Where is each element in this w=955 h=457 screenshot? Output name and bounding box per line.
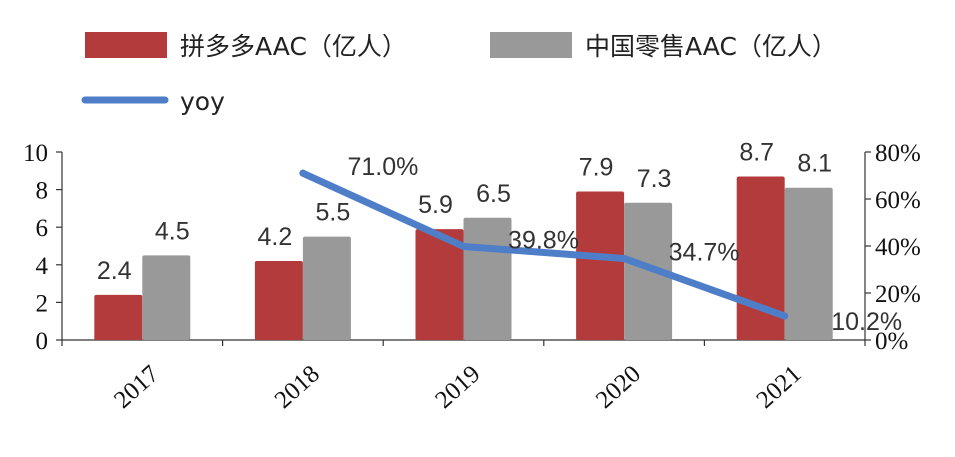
yoy-value-label: 71.0% (347, 153, 418, 181)
x-tick-label: 2017 (109, 360, 164, 414)
right-tick-label: 0% (875, 328, 908, 355)
left-tick-label: 4 (36, 253, 49, 280)
bar-value-label: 4.2 (258, 223, 293, 251)
yoy-value-label: 39.8% (508, 226, 579, 254)
left-tick-label: 2 (36, 290, 49, 317)
bar-value-label: 5.5 (316, 199, 351, 227)
bar-pdd (415, 229, 464, 340)
yoy-value-label: 10.2% (831, 308, 902, 336)
bar-pdd (94, 294, 143, 340)
right-tick-label: 60% (875, 187, 921, 214)
bar-pdd (254, 261, 303, 340)
x-tick-label: 2021 (751, 360, 806, 414)
bar-value-label: 8.7 (739, 138, 774, 166)
bar-value-label: 6.5 (476, 180, 511, 208)
bar-value-label: 2.4 (97, 257, 132, 285)
right-tick-label: 80% (875, 140, 921, 167)
legend-item-pdd-label: 拼多多AAC（亿人） (180, 32, 407, 61)
yoy-point (460, 242, 467, 250)
legend-item-retail-swatch (490, 32, 572, 58)
bar-value-label: 7.3 (637, 165, 672, 193)
right-tick-label: 40% (875, 234, 921, 261)
bar-retail (302, 236, 351, 340)
bar-retail (463, 217, 512, 340)
x-tick-label: 2019 (430, 360, 485, 414)
yoy-line-layer (299, 169, 789, 320)
right-tick-label: 20% (875, 281, 921, 308)
bar-pdd (576, 191, 625, 340)
left-tick-label: 10 (23, 140, 48, 167)
left-tick-label: 8 (36, 178, 49, 205)
x-tick-label: 2020 (591, 360, 646, 414)
data-labels: 2.4 4.2 5.9 7.9 8.7 4.5 5.5 6.5 7.3 8.1 71.0% 39.8%… (97, 138, 902, 336)
legend-item-yoy-label: yoy (180, 87, 225, 116)
bar-value-label: 8.1 (797, 150, 832, 178)
x-tick-label: 2018 (270, 360, 325, 414)
yoy-point (299, 169, 307, 177)
yoy-value-label: 34.7% (669, 238, 740, 266)
bar-retail (624, 202, 673, 340)
bar-retail (784, 187, 833, 340)
legend-item-retail-label: 中国零售AAC（亿人） (585, 32, 837, 61)
legend-item-pdd-swatch (85, 32, 167, 58)
left-tick-label: 6 (36, 215, 49, 242)
bar-pdd (736, 176, 785, 340)
bar-retail (142, 255, 191, 340)
yoy-point (620, 254, 628, 262)
bar-value-label: 4.5 (155, 217, 190, 245)
bar-value-label: 7.9 (579, 153, 614, 181)
yoy-point (781, 312, 789, 320)
bar-value-label: 5.9 (418, 191, 453, 219)
legend: 拼多多AAC（亿人） 中国零售AAC（亿人） yoy (81, 32, 837, 116)
yoy-line (299, 169, 789, 320)
left-tick-label: 0 (36, 328, 49, 355)
